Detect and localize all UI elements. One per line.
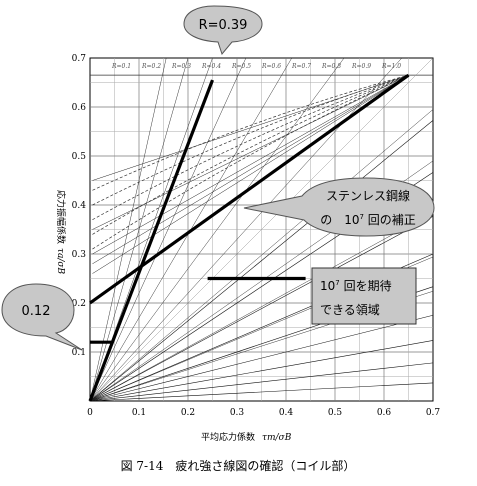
x-tick-label: 0.1 [132, 408, 146, 418]
y-tick-label: 0.1 [72, 348, 86, 358]
stress-ratio-line [89, 382, 434, 402]
x-tick-label: 0.4 [279, 408, 294, 418]
stress-ratio-line [89, 216, 434, 402]
y-tick-label: 0.4 [72, 201, 87, 211]
stress-ratio-label: R=0.5 [231, 63, 251, 70]
x-axis-symbol: τm/σB [262, 433, 292, 443]
stress-ratio-label: R=0.6 [261, 63, 281, 70]
stress-ratio-label: R=0.8 [321, 63, 341, 70]
stress-ratio-label: R=0.1 [111, 63, 131, 70]
figure-caption: 図 7-14 疲れ強さ線図の確認（コイル部） [121, 458, 356, 473]
fan-line [89, 57, 345, 402]
fan-line [89, 212, 434, 402]
dashed-curve [92, 74, 409, 191]
dashed-curves [92, 74, 409, 274]
stress-ratio-label: R=1.0 [381, 63, 401, 70]
fan-line [89, 57, 189, 402]
fan-line [89, 57, 247, 402]
y-axis-symbol: τa/σB [55, 248, 65, 275]
callout-start-value: 0.12 [1, 283, 83, 351]
stress-ratio-line [89, 314, 434, 402]
diagonal-reference [89, 57, 434, 402]
x-tick-label: 0.7 [426, 408, 441, 418]
callout-stainless-line1: ステンレス鋼線 [326, 188, 410, 203]
dashed-curve [92, 74, 409, 235]
callout-start-value-text: 0.12 [22, 304, 51, 319]
stress-ratio-label: R=0.3 [171, 63, 191, 70]
region-box-line2: できる領域 [320, 302, 380, 317]
stress-ratio-lines: R=0.1 R=0.2 R=0.3 R=0.4 R=0.5 R=0.6 R=0.7 R=0.8… [89, 57, 434, 402]
region-box-line1: 107 回を期待 [320, 279, 392, 293]
stress-ratio-line [89, 362, 434, 402]
series-line [89, 73, 410, 305]
x-axis-label: 平均応力係数 [201, 431, 255, 443]
converging-line [92, 74, 409, 265]
y-axis-label: 応力振幅係数 [55, 190, 67, 244]
y-tick-label: 0.6 [72, 103, 87, 113]
stress-ratio-label: R=0.4 [201, 63, 221, 70]
callout-r-value: R=0.39 [183, 5, 263, 56]
stress-ratio-line [89, 340, 434, 402]
y-tick-label: 0.3 [72, 250, 87, 260]
y-tick-label: 0.5 [72, 152, 87, 162]
stress-ratio-label: R=0.9 [351, 63, 371, 70]
fan-line [89, 57, 167, 402]
dashed-curve [92, 74, 409, 206]
stress-ratio-label: R=0.7 [291, 63, 311, 70]
converging-line [92, 74, 409, 255]
fan-line [89, 109, 434, 402]
x-tick-label: 0.6 [377, 408, 392, 418]
callout-stainless-line2: の 107 回の補正 [320, 213, 416, 227]
callout-stainless: ステンレス鋼線 の 107 回の補正 [243, 177, 435, 237]
series-lines [88, 73, 410, 402]
x-tick-label: 0.2 [181, 408, 195, 418]
callout-r-value-text: R=0.39 [199, 18, 248, 33]
stress-ratio-line [89, 120, 434, 402]
tick-labels: 0 0.1 0.2 0.3 0.4 0.5 0.6 0.7 0.1 0.2 0.3 0.4 0.5 0.6… [72, 54, 441, 418]
region-box: 107 回を期待 できる領域 [311, 267, 417, 325]
converging-line [92, 74, 409, 274]
x-tick-label: 0.5 [328, 408, 343, 418]
dashed-curve [92, 74, 409, 221]
stress-ratio-label: R=0.2 [141, 63, 161, 70]
y-tick-label: 0.7 [72, 54, 87, 64]
y-tick-label: 0.2 [72, 299, 86, 309]
x-tick-label: 0 [87, 408, 93, 418]
connector-line [89, 341, 113, 402]
x-tick-label: 0.3 [230, 408, 245, 418]
